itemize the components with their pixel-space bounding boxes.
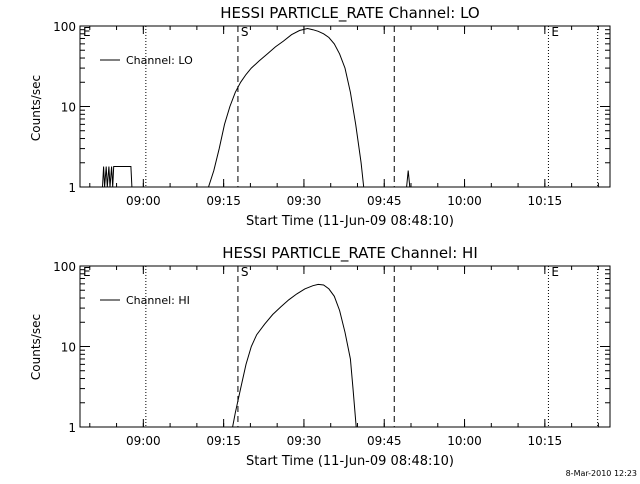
marker-label: S	[241, 25, 249, 39]
chart-title: HESSI PARTICLE_RATE Channel: LO	[220, 4, 479, 23]
series-line	[102, 27, 411, 188]
x-tick-label: 10:00	[447, 194, 482, 208]
x-tick-label: 10:00	[447, 434, 482, 448]
x-tick-label: 09:45	[367, 194, 402, 208]
x-tick-label: 10:15	[528, 434, 563, 448]
chart-panel-hi: HESSI PARTICLE_RATE Channel: HI Counts/s…	[29, 244, 611, 469]
marker-label: E	[83, 25, 91, 39]
x-tick-label: 09:15	[206, 194, 241, 208]
x-tick-label: 09:30	[287, 194, 322, 208]
plot-frame	[79, 25, 611, 188]
footer-timestamp: 8-Mar-2010 12:23	[566, 469, 637, 478]
x-tick-label: 09:00	[126, 194, 161, 208]
x-tick-label: 09:15	[206, 434, 241, 448]
y-axis-label: Counts/sec	[29, 75, 43, 141]
x-axis-label: Start Time (11-Jun-09 08:48:10)	[246, 214, 454, 229]
y-tick-label: 100	[53, 20, 76, 34]
y-tick-label: 100	[53, 260, 76, 274]
plot-marks: 09:00 09:15 09:30 09:45 10:00 10:15 1 10 100 E S E C…	[53, 20, 610, 208]
y-axis-label: Counts/sec	[29, 314, 43, 380]
x-tick-label: 09:30	[287, 434, 322, 448]
legend-label: Channel: HI	[126, 294, 190, 307]
x-axis-label: Start Time (11-Jun-09 08:48:10)	[246, 454, 454, 469]
y-tick-label: 1	[68, 181, 76, 195]
plot-marks: 09:00 09:15 09:30 09:45 10:00 10:15 1 10 100 E S E C…	[53, 260, 610, 448]
marker-label: S	[241, 265, 249, 279]
chart-panel-lo: HESSI PARTICLE_RATE Channel: LO Counts/s…	[29, 4, 611, 229]
y-tick-label: 1	[68, 421, 76, 435]
x-tick-label: 09:45	[367, 434, 402, 448]
y-tick-label: 10	[61, 341, 76, 355]
marker-label: E	[551, 265, 559, 279]
chart-title: HESSI PARTICLE_RATE Channel: HI	[222, 244, 478, 263]
plot-frame	[79, 265, 611, 428]
x-tick-label: 09:00	[126, 434, 161, 448]
legend-label: Channel: LO	[126, 54, 193, 67]
marker-label: E	[83, 265, 91, 279]
y-tick-label: 10	[61, 101, 76, 115]
marker-label: E	[551, 25, 559, 39]
x-tick-label: 10:15	[528, 194, 563, 208]
series-line	[232, 283, 357, 428]
